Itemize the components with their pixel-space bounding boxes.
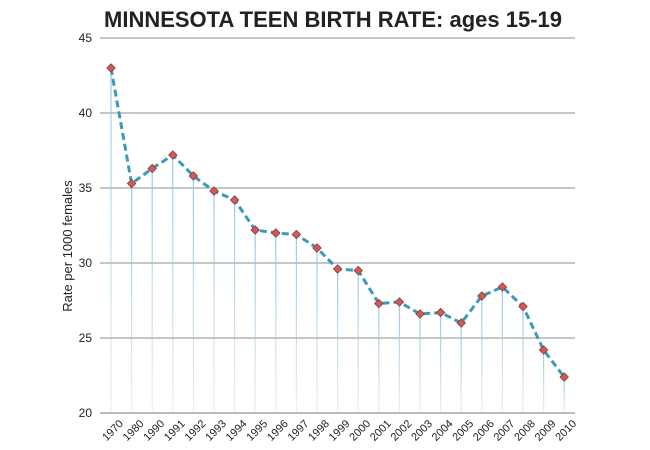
- x-tick-labels: 1970198019901991199219931994199519961997…: [100, 418, 579, 444]
- drop-line-2008: [522, 306, 524, 413]
- drop-line-1995: [254, 230, 256, 413]
- x-tick-label: 2006: [471, 418, 497, 444]
- data-point-1993: [209, 186, 219, 196]
- drop-lines: [110, 68, 565, 413]
- drop-line-1993: [213, 191, 215, 413]
- data-point-1999: [332, 264, 343, 274]
- drop-line-1991: [172, 155, 174, 413]
- data-point-1995: [250, 225, 260, 235]
- y-tick-label: 20: [79, 406, 93, 420]
- data-point-2004: [435, 307, 446, 318]
- data-point-1997: [291, 229, 302, 240]
- data-point-2000: [353, 265, 363, 276]
- data-markers: [106, 63, 569, 382]
- drop-line-2005: [460, 323, 462, 413]
- x-tick-label: 2005: [450, 418, 476, 444]
- x-tick-label: 2003: [409, 418, 435, 444]
- drop-line-1990: [151, 168, 153, 413]
- data-point-1991: [168, 150, 178, 160]
- drop-line-2009: [543, 350, 545, 413]
- x-tick-label: 1995: [244, 418, 270, 444]
- y-tick-label: 25: [79, 331, 93, 345]
- drop-line-2007: [501, 287, 503, 413]
- drop-line-2002: [398, 302, 400, 413]
- x-tick-label: 2001: [368, 418, 394, 444]
- x-tick-label: 1970: [100, 418, 126, 444]
- drop-line-2000: [357, 270, 359, 413]
- data-point-2008: [518, 301, 528, 312]
- x-tick-label: 2009: [533, 418, 559, 444]
- drop-line-2010: [563, 377, 565, 413]
- drop-line-2006: [481, 296, 483, 413]
- data-point-2006: [477, 291, 487, 301]
- x-tick-label: 2004: [430, 418, 456, 444]
- x-tick-label: 2010: [553, 418, 579, 444]
- data-point-2007: [497, 282, 508, 292]
- x-tick-label: 1996: [265, 418, 291, 444]
- drop-line-1997: [295, 234, 297, 413]
- data-point-2001: [374, 298, 384, 309]
- drop-line-1998: [316, 248, 318, 413]
- x-tick-label: 2002: [389, 418, 415, 444]
- x-tick-label: 1990: [141, 418, 167, 444]
- x-tick-label: 2007: [492, 418, 518, 444]
- x-tick-label: 2008: [512, 418, 538, 444]
- drop-line-2004: [440, 312, 442, 413]
- x-tick-label: 1991: [162, 418, 188, 444]
- y-tick-label: 45: [79, 31, 93, 45]
- drop-line-2001: [378, 303, 380, 413]
- data-point-2010: [559, 372, 569, 382]
- data-point-2002: [394, 297, 405, 307]
- x-tick-label: 1998: [306, 418, 332, 444]
- y-axis-label: Rate per 1000 females: [60, 180, 75, 312]
- drop-line-1994: [234, 200, 236, 413]
- data-point-1992: [188, 171, 199, 181]
- gridlines: [100, 37, 575, 414]
- data-point-2009: [538, 345, 549, 355]
- drop-line-1992: [192, 176, 194, 413]
- x-tick-label: 1997: [286, 418, 312, 444]
- data-point-1994: [229, 195, 240, 205]
- data-point-1996: [271, 228, 281, 238]
- y-tick-labels: 20 25 30 35 40 45: [79, 31, 93, 420]
- data-point-1970: [106, 63, 116, 73]
- data-point-2005: [456, 318, 466, 328]
- x-tick-label: 1993: [203, 418, 229, 444]
- x-tick-label: 2000: [347, 418, 373, 444]
- y-tick-label: 35: [79, 181, 93, 195]
- drop-line-2003: [419, 314, 421, 413]
- chart-title: MINNESOTA TEEN BIRTH RATE: ages 15-19: [104, 7, 562, 32]
- data-point-1998: [312, 243, 322, 253]
- data-point-2003: [415, 309, 425, 319]
- drop-line-1999: [337, 269, 339, 413]
- drop-line-1996: [275, 233, 277, 413]
- y-tick-label: 40: [79, 106, 93, 120]
- x-tick-label: 1980: [121, 418, 147, 444]
- data-point-1990: [147, 163, 157, 174]
- x-tick-label: 1992: [183, 418, 209, 444]
- x-tick-label: 1994: [224, 418, 250, 444]
- y-tick-label: 30: [79, 256, 93, 270]
- drop-line-1980: [131, 183, 133, 413]
- x-tick-label: 1999: [327, 418, 353, 444]
- drop-line-1970: [110, 68, 112, 413]
- data-point-1980: [126, 178, 137, 189]
